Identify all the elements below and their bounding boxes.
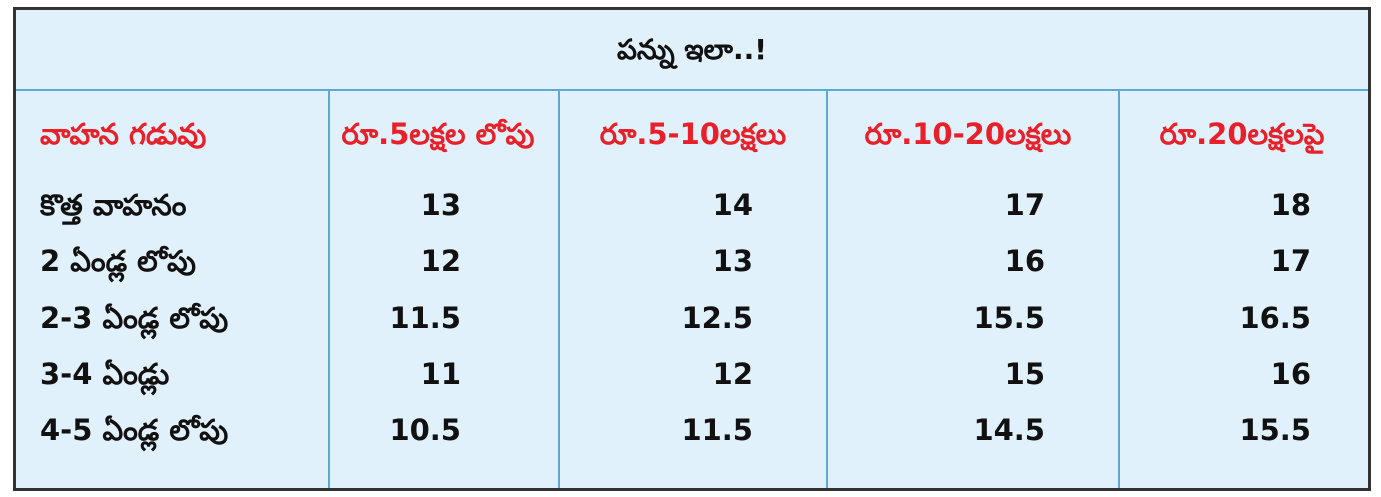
row-label: 2 ఏండ్ల లోపు bbox=[40, 244, 196, 278]
row-label: కొత్త వాహనం bbox=[40, 188, 187, 222]
table-cell: 12.5 bbox=[681, 301, 753, 335]
column-header: వాహన గడువు bbox=[40, 117, 207, 151]
table-cell: 15 bbox=[1004, 357, 1045, 391]
table-cell: 18 bbox=[1270, 188, 1311, 222]
table-cell: 14 bbox=[712, 188, 753, 222]
table-cell: 12 bbox=[712, 357, 753, 391]
row-label: 3-4 ఏండ్లు bbox=[40, 357, 170, 391]
column-divider bbox=[558, 91, 560, 488]
table-cell: 16 bbox=[1004, 244, 1045, 278]
table-cell: 17 bbox=[1270, 244, 1311, 278]
table-cell: 11.5 bbox=[681, 413, 753, 447]
table-cell: 11 bbox=[420, 357, 461, 391]
column-header: రూ.10-20లక్షలు bbox=[864, 117, 1072, 151]
table-cell: 13 bbox=[712, 244, 753, 278]
table-cell: 11.5 bbox=[389, 301, 461, 335]
row-label: 2-3 ఏండ్ల లోపు bbox=[40, 301, 229, 335]
table-frame: పన్ను ఇలా..! వాహన గడువు రూ.5లక్షల లోపు రూ.… bbox=[13, 7, 1371, 491]
table-cell: 10.5 bbox=[389, 413, 461, 447]
column-divider bbox=[1118, 91, 1120, 488]
table-cell: 14.5 bbox=[973, 413, 1045, 447]
column-header: రూ.20లక్షలపై bbox=[1159, 117, 1325, 151]
table-cell: 13 bbox=[420, 188, 461, 222]
table-title: పన్ను ఇలా..! bbox=[616, 33, 768, 66]
column-header: రూ.5లక్షల లోపు bbox=[341, 117, 535, 151]
table-cell: 16 bbox=[1270, 357, 1311, 391]
column-header: రూ.5-10లక్షలు bbox=[599, 117, 787, 151]
column-divider bbox=[826, 91, 828, 488]
row-label: 4-5 ఏండ్ల లోపు bbox=[40, 413, 229, 447]
column-divider bbox=[328, 91, 330, 488]
table-cell: 15.5 bbox=[1239, 413, 1311, 447]
divider bbox=[16, 89, 1368, 91]
table-cell: 17 bbox=[1004, 188, 1045, 222]
table-cell: 12 bbox=[420, 244, 461, 278]
table-cell: 16.5 bbox=[1239, 301, 1311, 335]
table-cell: 15.5 bbox=[973, 301, 1045, 335]
